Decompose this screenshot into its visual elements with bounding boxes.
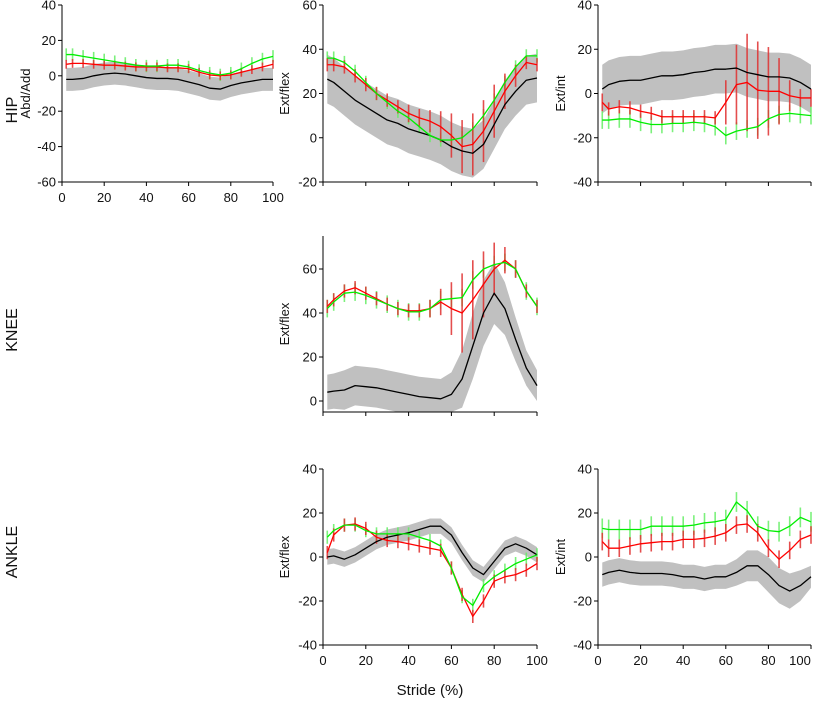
x-tick-label: 60	[181, 190, 195, 205]
green-series-mean-line	[602, 501, 812, 533]
y-tick-label: -20	[573, 130, 592, 145]
green-series-mean-line	[326, 261, 538, 313]
y-tick-label: -40	[573, 175, 592, 190]
x-tick-label: 100	[526, 653, 548, 668]
x-axis-title: Stride (%)	[397, 682, 464, 699]
panel-hip-abd-add: -60 -40 -20 0 20 40 0 20 40 60 80 100 Abd/Add	[18, 0, 284, 205]
x-tick-label: 40	[139, 190, 153, 205]
x-tick-label: 40	[401, 653, 415, 668]
x-tick-label: 0	[594, 653, 601, 668]
y-axis-label: Ext/int	[553, 75, 568, 112]
x-tick-label: 100	[262, 190, 284, 205]
x-tick-label: 20	[359, 653, 373, 668]
panel-ankle-ext-int: -40 -20 0 20 40 0 20 40 60 80 100 Ext/int	[553, 462, 812, 668]
y-tick-label: -20	[573, 594, 592, 609]
y-tick-label: -40	[573, 638, 592, 653]
x-tick-label: 80	[224, 190, 238, 205]
y-tick-label: 0	[310, 550, 317, 565]
x-tick-label: 0	[319, 653, 326, 668]
control-sd-band	[66, 61, 273, 101]
control-mean-line	[66, 72, 273, 90]
green-series-mean-line	[602, 112, 812, 137]
y-tick-label: 0	[585, 86, 592, 101]
control-mean-line	[327, 292, 538, 400]
y-tick-label: 20	[303, 350, 317, 365]
x-tick-label: 40	[676, 653, 690, 668]
y-axis-label: Ext/flex	[277, 72, 292, 115]
y-tick-label: -20	[298, 175, 317, 190]
y-tick-label: 0	[310, 130, 317, 145]
y-tick-label: -40	[37, 139, 56, 154]
y-tick-label: 20	[42, 33, 56, 48]
control-mean-line	[602, 565, 812, 592]
control-sd-band	[327, 53, 537, 178]
y-axis-label: Ext/int	[553, 539, 568, 576]
control-sd-band	[327, 262, 537, 412]
y-tick-label: -60	[37, 175, 56, 190]
y-tick-label: 40	[303, 42, 317, 57]
y-tick-label: 60	[303, 262, 317, 277]
x-tick-label: 20	[97, 190, 111, 205]
y-axis-label: Abd/Add	[18, 69, 33, 119]
y-tick-label: -40	[298, 638, 317, 653]
y-tick-label: 0	[585, 550, 592, 565]
y-axis-label: Ext/flex	[277, 535, 292, 578]
row-label-ankle: ANKLE	[4, 526, 21, 578]
x-tick-label: 0	[58, 190, 65, 205]
y-tick-label: 0	[310, 394, 317, 409]
panel-hip-ext-int: -40 -20 0 20 40 Ext/int	[553, 0, 812, 190]
red-series-mean-line	[601, 523, 812, 560]
y-tick-label: 40	[42, 0, 56, 13]
control-mean-line	[327, 525, 538, 576]
y-tick-label: 20	[303, 86, 317, 101]
row-label-hip: HIP	[4, 97, 21, 124]
x-tick-label: 60	[444, 653, 458, 668]
y-tick-label: -20	[298, 594, 317, 609]
control-sd-band	[602, 43, 811, 114]
x-tick-label: 80	[487, 653, 501, 668]
y-tick-label: 40	[578, 462, 592, 477]
red-series-mean-line	[326, 523, 538, 618]
x-tick-label: 80	[761, 653, 775, 668]
green-series-mean-line	[66, 53, 274, 76]
y-tick-label: 0	[49, 68, 56, 83]
x-tick-label: 60	[719, 653, 733, 668]
y-axis-label: Ext/flex	[277, 302, 292, 345]
y-tick-label: 40	[578, 0, 592, 13]
y-tick-label: 40	[303, 462, 317, 477]
x-tick-label: 20	[633, 653, 647, 668]
panel-ankle-ext-flex: -40 -20 0 20 40 0 20 40 60 80 100 Ext/flex	[277, 462, 548, 669]
y-tick-label: 20	[578, 506, 592, 521]
y-tick-label: 40	[303, 306, 317, 321]
green-series-mean-line	[327, 55, 537, 141]
panel-knee-ext-flex: 0 20 40 60 Ext/flex	[277, 236, 538, 416]
y-tick-label: -20	[37, 104, 56, 119]
green-series-mean-line	[326, 524, 538, 607]
red-series-mean-line	[66, 62, 274, 77]
red-series-mean-line	[327, 61, 538, 148]
y-tick-label: 20	[303, 506, 317, 521]
control-sd-band	[602, 550, 811, 609]
y-tick-label: 20	[578, 42, 592, 57]
x-tick-label: 100	[789, 653, 811, 668]
control-mean-line	[601, 67, 812, 90]
red-series-mean-line	[601, 81, 811, 119]
y-tick-label: 60	[303, 0, 317, 13]
row-label-knee: KNEE	[4, 308, 21, 352]
panel-hip-ext-flex: -20 0 20 40 60 Ext/flex	[277, 0, 538, 190]
